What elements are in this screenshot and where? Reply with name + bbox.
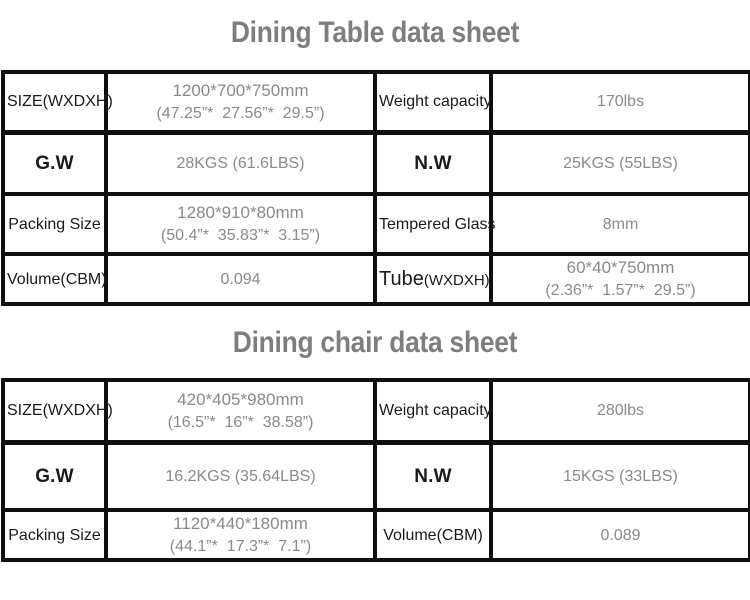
value-line: 28KGS (61.6LBS) (176, 154, 305, 172)
table-row: Packing Size 1280*910*80mm (50.4”* 35.83”*… (1, 192, 750, 256)
table-row: SIZE(WXDXH) 420*405*980mm (16.5”* 16”* 38.… (1, 378, 750, 445)
value-cell: 60*40*750mm (2.36”* 1.57”* 29.5”) (489, 252, 750, 306)
row-label-cell: G.W (1, 440, 108, 512)
value-line: (47.25”* 27.56”* 29.5”) (156, 104, 325, 122)
value-cell: 420*405*980mm (16.5”* 16”* 38.58”) (104, 378, 377, 445)
label-line: N.W (414, 152, 452, 174)
value-line: 1120*440*180mm (173, 514, 308, 533)
row-label-cell: Tube(WXDXH) (373, 252, 493, 306)
row-label-cell: N.W (373, 440, 493, 512)
row-label-cell: Volume(CBM) (373, 508, 493, 562)
value-line: (50.4”* 35.83”* 3.15”) (160, 227, 321, 244)
value-cell: 16.2KGS (35.64LBS) (104, 440, 377, 512)
table-row: G.W 16.2KGS (35.64LBS) N.W 15KGS (33LBS) (1, 440, 750, 512)
label-part: Tube (379, 267, 424, 290)
row-label-cell: Packing Size (1, 192, 108, 256)
value-cell: 170lbs (489, 70, 750, 135)
row-label-cell: SIZE(WXDXH) (1, 378, 113, 445)
label-line: Weight capacity (379, 402, 492, 420)
table-row: SIZE(WXDXH) 1200*700*750mm (47.25”* 27.56”… (1, 70, 750, 135)
table-row: Packing Size 1120*440*180mm (44.1”* 17.3”*… (1, 508, 750, 562)
value-line: 0.094 (220, 270, 261, 288)
value-cell: 28KGS (61.6LBS) (104, 130, 377, 196)
row-label-cell: Weight capacity (373, 378, 493, 445)
label-part: (WXDXH) (423, 271, 490, 289)
table-row: G.W 28KGS (61.6LBS) N.W 25KGS (55LBS) (1, 130, 750, 196)
row-label-cell: G.W (1, 130, 108, 196)
value-line: 25KGS (55LBS) (563, 154, 678, 172)
label-line: N.W (414, 465, 452, 487)
label-line: Volume(CBM) (7, 270, 107, 288)
row-label-cell: Weight capacity (373, 70, 493, 135)
value-line: 15KGS (33LBS) (563, 467, 678, 485)
label-line: Packing Size (8, 215, 101, 233)
dining-table-datasheet-title: Dining Table data sheet (230, 16, 520, 49)
value-line: 0.089 (600, 526, 641, 544)
value-line: 280lbs (596, 402, 645, 420)
value-cell: 280lbs (489, 378, 750, 445)
value-line: 420*405*980mm (177, 389, 304, 409)
value-cell: 8mm (489, 192, 750, 256)
row-label-cell: N.W (373, 130, 493, 196)
value-line: 170lbs (596, 93, 645, 111)
label-line: G.W (35, 152, 74, 174)
value-line: 60*40*750mm (566, 258, 675, 277)
value-line: 8mm (602, 215, 639, 233)
dining-chair-datasheet: SIZE(WXDXH) 420*405*980mm (16.5”* 16”* 38.… (1, 378, 750, 562)
row-label-cell: Volume(CBM) (1, 252, 108, 306)
value-cell: 25KGS (55LBS) (489, 130, 750, 196)
value-cell: 1280*910*80mm (50.4”* 35.83”* 3.15”) (104, 192, 377, 256)
dining-chair-datasheet-title: Dining chair data sheet (232, 326, 518, 359)
value-line: (44.1”* 17.3”* 7.1”) (169, 538, 312, 555)
label-line: Weight capacity (379, 93, 492, 111)
value-cell: 0.089 (489, 508, 750, 562)
value-line: 1280*910*80mm (177, 203, 304, 222)
label-line: Packing Size (8, 526, 101, 544)
row-label-cell: Packing Size (1, 508, 108, 562)
table-row: Volume(CBM) 0.094 Tube(WXDXH) 60*40*750mm (2… (1, 252, 750, 306)
value-line: 1200*700*750mm (172, 80, 309, 100)
value-line: (2.36”* 1.57”* 29.5”) (545, 282, 696, 299)
label-line: SIZE(WXDXH) (7, 402, 113, 420)
value-cell: 0.094 (104, 252, 377, 306)
row-label-cell: Tempered Glass (373, 192, 496, 256)
label-line: SIZE(WXDXH) (7, 93, 113, 111)
label-line: Tempered Glass (379, 215, 496, 233)
value-cell: 1120*440*180mm (44.1”* 17.3”* 7.1”) (104, 508, 377, 562)
value-line: 16.2KGS (35.64LBS) (165, 467, 316, 485)
label-line: Volume(CBM) (383, 526, 483, 544)
label-line: G.W (35, 465, 74, 487)
row-label-cell: SIZE(WXDXH) (1, 70, 113, 135)
dining-table-datasheet: SIZE(WXDXH) 1200*700*750mm (47.25”* 27.56”… (1, 70, 750, 306)
value-cell: 15KGS (33LBS) (489, 440, 750, 512)
value-cell: 1200*700*750mm (47.25”* 27.56”* 29.5”) (104, 70, 377, 135)
value-line: (16.5”* 16”* 38.58”) (167, 413, 314, 431)
